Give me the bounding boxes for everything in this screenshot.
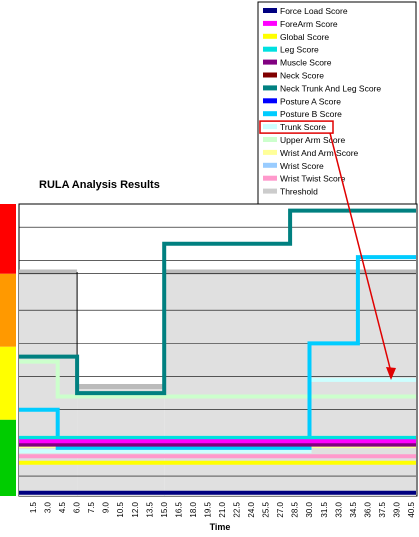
legend-box — [257, 1, 417, 205]
legend-swatch — [263, 111, 277, 117]
legend-label: ForeArm Score — [280, 19, 338, 29]
x-tick-label: 6.0 — [73, 501, 82, 513]
legend-label: Wrist Twist Score — [280, 174, 346, 184]
legend-entry-neck-score[interactable]: Neck Score — [263, 71, 324, 81]
annotation-box — [259, 120, 334, 134]
x-tick-label: 39.0 — [393, 501, 402, 517]
x-tick-label: 30.0 — [305, 501, 314, 517]
threshold-shading — [19, 269, 416, 496]
annotation-arrowhead — [386, 367, 396, 380]
threshold-region-2 — [164, 272, 416, 496]
legend-entry-wrist-and-arm-score[interactable]: Wrist And Arm Score — [263, 148, 359, 158]
plot-area — [18, 203, 418, 497]
legend-swatch — [263, 85, 277, 91]
risk-band-0 — [0, 419, 16, 496]
series-layer — [19, 208, 416, 495]
chart-title: RULA Analysis Results — [39, 179, 160, 191]
x-tick-label: 10.5 — [116, 501, 125, 517]
legend-entry-muscle-score[interactable]: Muscle Score — [263, 58, 332, 68]
legend-label: Trunk Score — [280, 122, 326, 132]
x-tick-label: 21.0 — [218, 501, 227, 517]
x-tick-label: 28.5 — [291, 501, 300, 517]
x-tick-label: 18.0 — [189, 501, 198, 517]
x-tick-label: 34.5 — [349, 501, 358, 517]
legend-swatch — [263, 137, 277, 142]
x-tick-label: 24.0 — [247, 501, 256, 517]
legend-swatch — [263, 20, 277, 26]
legend-entry-wrist-score[interactable]: Wrist Score — [263, 161, 324, 171]
legend-entry-posture-a-score[interactable]: Posture A Score — [263, 96, 341, 106]
x-tick-label: 13.5 — [145, 501, 154, 517]
risk-band-1 — [0, 346, 16, 420]
legend-swatch — [263, 59, 277, 65]
legend-items: Force Load Score ForeArm Score Global Scor… — [263, 6, 381, 197]
x-tick-label: 36.0 — [363, 501, 372, 517]
legend-swatch — [263, 188, 277, 194]
annotation-arrow — [329, 132, 392, 373]
x-tick-label: 3.0 — [44, 501, 53, 513]
legend-entry-trunk-score[interactable]: Trunk Score — [263, 122, 326, 132]
legend-swatch — [263, 8, 277, 13]
legend-swatch — [263, 175, 277, 181]
legend[interactable]: Force Load Score ForeArm Score Global Scor… — [257, 1, 417, 205]
legend-label: Neck Score — [280, 71, 324, 81]
legend-label: Muscle Score — [280, 58, 332, 68]
legend-entry-wrist-twist-score[interactable]: Wrist Twist Score — [263, 174, 346, 184]
x-tick-label: 7.5 — [87, 501, 96, 513]
legend-swatch — [263, 72, 277, 78]
legend-swatch — [263, 149, 277, 155]
risk-band-3 — [0, 204, 16, 274]
legend-entry-forearm-score[interactable]: ForeArm Score — [263, 19, 338, 29]
legend-label: Threshold — [280, 187, 318, 197]
legend-entry-upper-arm-score[interactable]: Upper Arm Score — [263, 135, 345, 145]
legend-label: Leg Score — [280, 45, 319, 55]
legend-label: Wrist Score — [280, 161, 324, 171]
series-upper-arm-score — [19, 359, 416, 399]
x-tick-label: 1.5 — [29, 501, 38, 513]
x-tick-label: 22.5 — [233, 501, 242, 517]
legend-entry-posture-b-score[interactable]: Posture B Score — [263, 109, 342, 119]
x-axis-label: Time — [210, 522, 231, 532]
x-tick-label: 40.5 — [407, 501, 416, 517]
x-tick-label: 25.5 — [262, 501, 271, 517]
x-tick-label: 16.5 — [174, 501, 183, 517]
x-tick-label: 9.0 — [102, 501, 111, 513]
legend-label: Posture B Score — [280, 109, 342, 119]
legend-label: Posture A Score — [280, 96, 341, 106]
x-tick-label: 4.5 — [58, 501, 67, 513]
legend-entry-global-score[interactable]: Global Score — [263, 32, 329, 42]
risk-band-bar — [0, 204, 16, 496]
trunk-score-annotation — [259, 120, 396, 380]
legend-swatch — [263, 46, 277, 52]
legend-swatch — [263, 98, 277, 104]
legend-label: Global Score — [280, 32, 329, 42]
x-tick-label: 37.5 — [378, 501, 387, 517]
legend-label: Wrist And Arm Score — [280, 148, 359, 158]
x-tick-label: 19.5 — [204, 501, 213, 517]
legend-entry-leg-score[interactable]: Leg Score — [263, 45, 319, 55]
legend-entry-threshold[interactable]: Threshold — [263, 187, 318, 197]
x-tick-label: 15.0 — [160, 501, 169, 517]
legend-swatch — [263, 124, 277, 130]
legend-label: Force Load Score — [280, 6, 348, 16]
x-tick-label: 33.0 — [334, 501, 343, 517]
legend-entry-neck-trunk-and-leg-score[interactable]: Neck Trunk And Leg Score — [263, 83, 381, 93]
legend-label: Neck Trunk And Leg Score — [280, 83, 381, 93]
legend-entry-force-load-score[interactable]: Force Load Score — [263, 6, 348, 16]
risk-band-2 — [0, 273, 16, 347]
series-neck-trunk-and-leg-score — [19, 208, 416, 396]
x-tick-label: 12.0 — [131, 501, 140, 517]
legend-swatch — [263, 162, 277, 168]
x-axis-ticks: 1.5 3.0 4.5 6.0 7.5 9.0 10.5 12.0 13.5 15.0 16.5 18… — [29, 501, 416, 517]
threshold-region-0 — [19, 272, 78, 496]
series-posture-b-score — [19, 255, 416, 450]
x-tick-label: 31.5 — [320, 501, 329, 517]
legend-label: Upper Arm Score — [280, 135, 345, 145]
x-tick-label: 27.0 — [276, 501, 285, 517]
legend-swatch — [263, 33, 277, 39]
